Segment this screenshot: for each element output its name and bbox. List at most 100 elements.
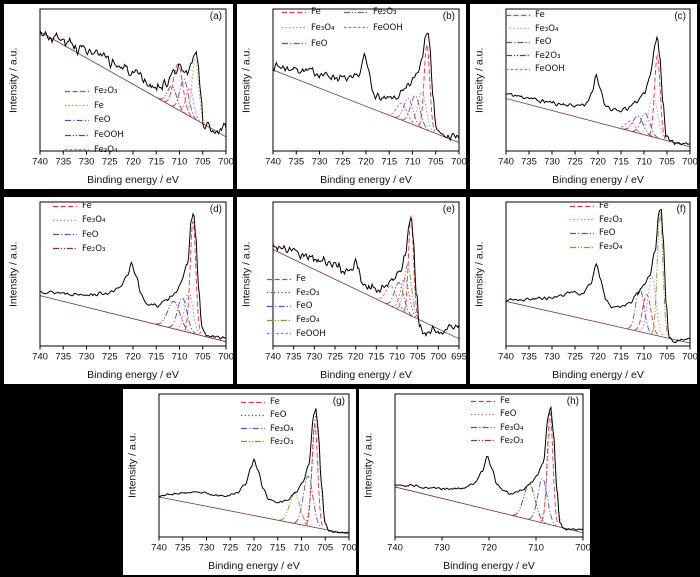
legend-item: FeOOH: [266, 329, 326, 339]
legend-label: FeO: [270, 410, 287, 421]
component-curve-Fe₃O₄: [651, 212, 669, 336]
x-tick-label: 740: [32, 157, 48, 168]
legend-label: Fe: [535, 10, 545, 20]
panel-letter: (b): [442, 11, 455, 22]
legend-swatch-line: [570, 205, 594, 207]
legend-swatch-line: [241, 427, 265, 430]
legend-label: FeO: [82, 229, 99, 240]
legend-label: Fe₂O₃: [82, 243, 106, 254]
fit-components: [627, 212, 669, 337]
x-axis-ticks: 740 735 730 725 720 715 710 705 700: [32, 346, 233, 363]
legend-item: Fe₂O₃: [240, 437, 293, 447]
x-tick-label: 715: [148, 352, 164, 363]
x-tick-label: 725: [567, 352, 583, 363]
x-tick-label: 710: [389, 352, 405, 363]
legend-item: Fe₃O₄: [281, 23, 334, 33]
x-tick-label: 715: [381, 157, 397, 168]
background-line: [39, 295, 227, 343]
legend-swatch-line: [53, 219, 77, 221]
legend-item: Fe₂O₃: [569, 215, 622, 225]
plot-box: [272, 201, 460, 347]
background-line: [505, 300, 691, 344]
x-tick-label: 735: [175, 543, 191, 554]
component-curve-Fe: [185, 59, 205, 124]
legend-swatch-line: [570, 232, 594, 234]
y-axis-label: Intensity / a.u.: [362, 432, 375, 499]
legend-swatch-line: [506, 14, 530, 16]
x-tick-label: 730: [544, 157, 560, 168]
component-curve-Fe₃O₄: [293, 475, 323, 529]
main-spectrum-curve: [39, 30, 227, 135]
legend-item: FeO: [569, 228, 616, 238]
legend-swatch-line: [65, 105, 89, 107]
y-axis-label: Intensity / a.u.: [126, 432, 139, 499]
x-tick-label: 700: [218, 352, 233, 363]
x-tick-label: 700: [451, 157, 466, 168]
x-axis-label: Binding energy / eV: [320, 369, 412, 381]
panel-f: 740 735 730 725 720 715 710 705 700 Intensity / …: [470, 197, 697, 384]
main-spectrum-curve: [505, 208, 691, 344]
legend-swatch-line: [53, 205, 77, 207]
x-tick-label: 725: [102, 352, 118, 363]
x-tick-label: 735: [521, 157, 537, 168]
x-axis-ticks: 740 735 730 725 720 715 710 705 700: [32, 151, 233, 168]
x-tick-label: 730: [306, 352, 322, 363]
fit-components: [155, 221, 202, 336]
x-tick-label: 740: [32, 352, 48, 363]
y-axis-label: Intensity / a.u.: [473, 241, 486, 307]
component-curve-Fe₂O₃: [394, 98, 422, 128]
legend-item: Fe2O₃: [505, 51, 560, 61]
panel-a: 740 735 730 725 720 715 710 705 700 Intensity / …: [4, 4, 233, 189]
x-tick-label: 725: [102, 157, 118, 168]
legend-swatch-line: [241, 414, 265, 416]
legend-item: Fe: [470, 396, 510, 406]
legend-swatch-line: [570, 246, 594, 248]
component-curve-Fe: [184, 221, 202, 334]
x-tick-label: 730: [312, 157, 328, 168]
fit-components: [157, 59, 205, 124]
legend-item: Fe: [569, 201, 609, 211]
component-curve-Fe₃O₄: [176, 291, 202, 336]
component-curve-Fe₂O₃: [279, 493, 311, 527]
legend-label: Fe₃O₄: [311, 22, 335, 33]
panel-letter: (a): [209, 11, 222, 22]
component-curve-Fe₂O₃: [512, 483, 547, 524]
legend-label: FeO: [311, 38, 328, 49]
component-curve-FeOOH: [374, 285, 408, 314]
component-curve-Fe₂O₃: [164, 63, 192, 117]
fit-components: [374, 214, 419, 319]
spectrum-plot: 740 735 730 725 720 715 710 705 700: [32, 8, 233, 168]
x-axis-ticks: 740 735 730 725 720 715 710 705 700: [265, 151, 466, 168]
y-axis-label: Intensity / a.u.: [240, 47, 253, 113]
x-tick-label: 735: [55, 352, 71, 363]
x-axis-ticks: 740 735 730 725 720 715 710 705 700 695: [265, 346, 466, 363]
x-axis-label: Binding energy / eV: [552, 369, 644, 381]
component-curve-Fe₃O₄: [178, 87, 201, 123]
x-tick-label: 730: [79, 157, 95, 168]
legend-label: Fe₃O₄: [94, 144, 118, 155]
x-tick-label: 700: [218, 157, 233, 168]
x-tick-label: 715: [613, 157, 629, 168]
legend-swatch-line: [65, 90, 89, 92]
main-spectrum-curve: [505, 35, 690, 146]
fit-components: [279, 412, 328, 529]
component-curve-FeOOH: [616, 120, 644, 135]
x-tick-label: 705: [195, 352, 211, 363]
legend-label: Fe₂O₃: [373, 7, 397, 17]
component-curve-Fe₂O₃: [155, 300, 192, 334]
panel-e: 740 735 730 725 720 715 710 705 700 695 Intensity…: [237, 197, 466, 384]
legend-swatch-line: [65, 119, 89, 121]
x-tick-label: 735: [288, 157, 304, 168]
legend-item: FeOOH: [505, 64, 565, 74]
x-tick-label: 695: [451, 352, 466, 363]
legend-swatch-line: [267, 333, 291, 335]
x-tick-label: 720: [125, 157, 141, 168]
panel-c: 740 735 730 725 720 715 710 705 700 Intensity / …: [470, 4, 697, 189]
x-axis-ticks: 740 735 730 725 720 715 710 705 700: [151, 537, 356, 554]
legend-item: Fe₃O₄: [569, 242, 622, 252]
main-spectrum-curve: [394, 405, 584, 531]
legend-label: Fe: [500, 396, 510, 406]
component-curve-Fe: [648, 54, 666, 139]
legend-swatch-line: [344, 11, 368, 13]
component-curve-FeOOH: [386, 102, 417, 127]
